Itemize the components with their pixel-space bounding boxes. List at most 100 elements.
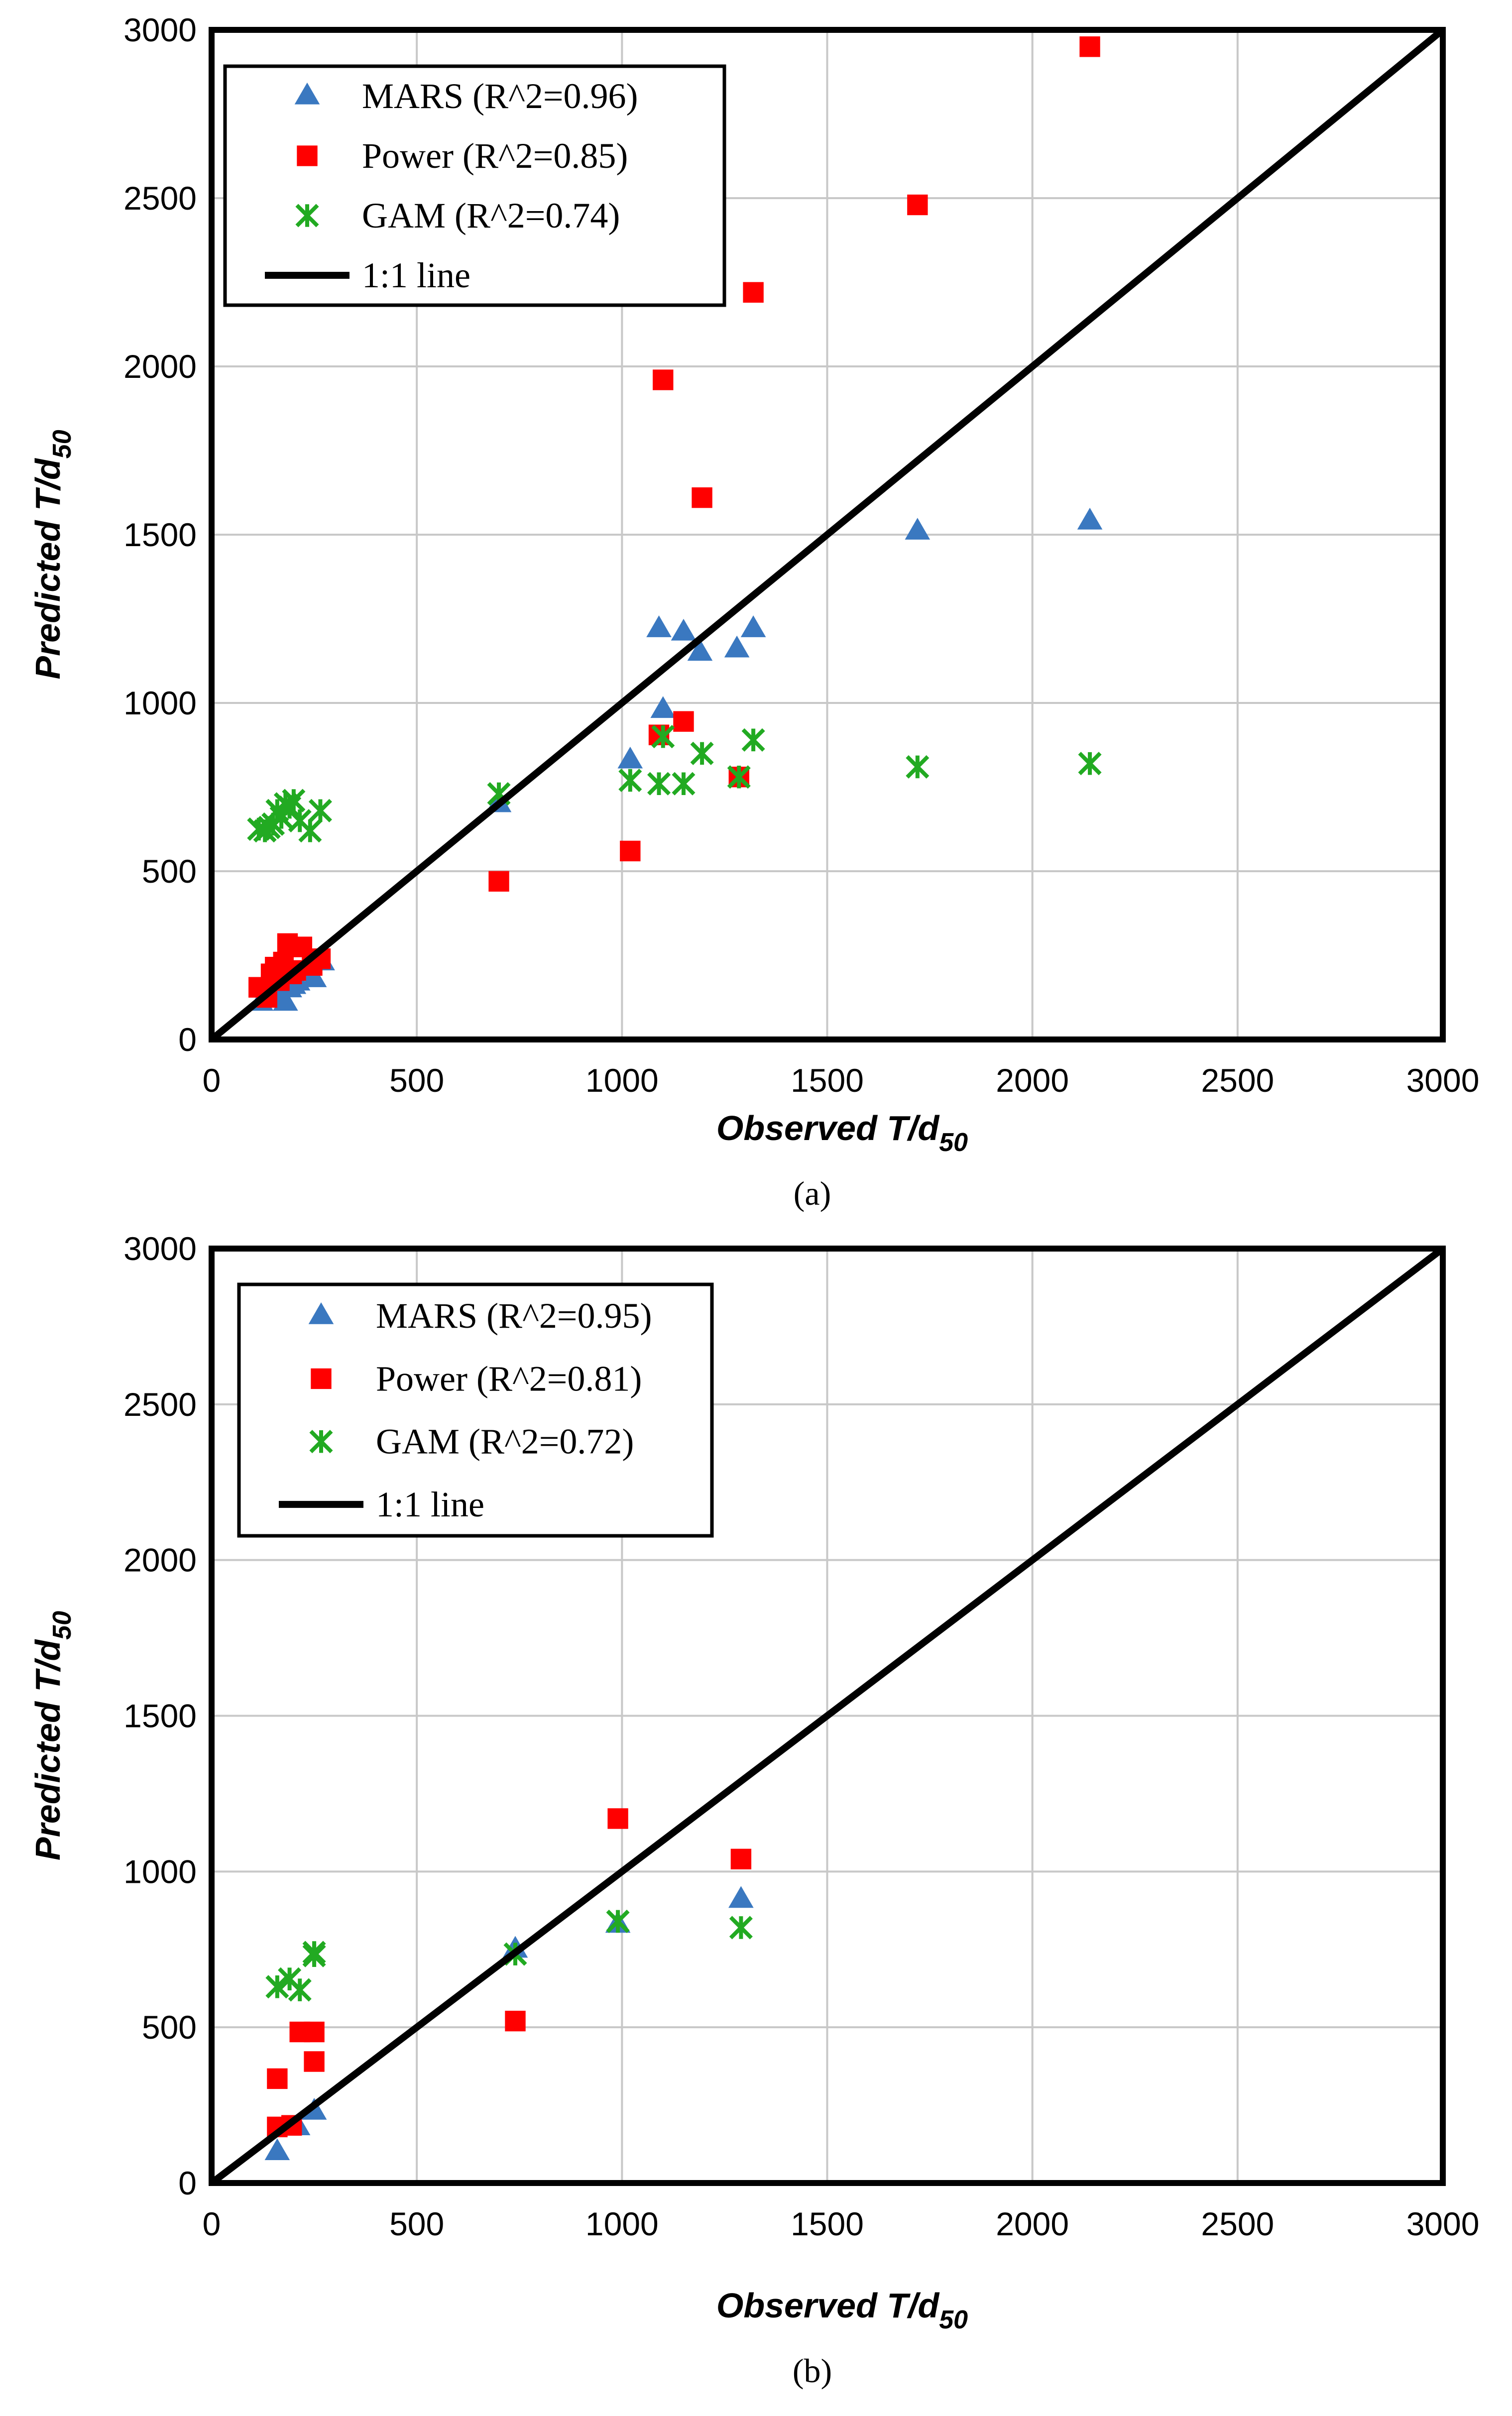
chart-a: 0 500 1000 1500 2000 2500 3000 0 500 1000 1500 2000… [28, 11, 1479, 1212]
data-point-triangle [273, 989, 298, 1011]
y-tick-label: 0 [178, 1021, 197, 1058]
y-tick-label: 0 [178, 2165, 197, 2201]
plot-frame [209, 1246, 1446, 2186]
x-tick-label: 1500 [791, 2205, 864, 2242]
data-point-square [730, 1848, 752, 1870]
data-point-square [673, 711, 694, 732]
data-point-triangle [740, 615, 766, 637]
data-point-square [692, 487, 712, 508]
data-point-triangle [687, 639, 713, 661]
x-tick-label: 2500 [1201, 1062, 1274, 1099]
data-point-square [304, 2021, 325, 2043]
data-point-asterisk [618, 768, 642, 793]
legend-marker-triangle [294, 82, 320, 105]
series-asterisk [247, 725, 1102, 843]
legend-label: 1:1 line [376, 1485, 484, 1524]
data-point-asterisk [906, 755, 930, 779]
data-point-asterisk [265, 1975, 289, 1999]
data-point-triangle [671, 618, 697, 641]
chart-b: 0 500 1000 1500 2000 2500 3000 0 500 1000 1500 2000… [28, 1230, 1479, 2390]
data-point-asterisk [606, 1909, 630, 1933]
legend-marker-asterisk [295, 204, 319, 228]
data-point-square [907, 194, 928, 216]
x-tick-label: 1000 [585, 1062, 659, 1099]
y-tick-label: 1000 [123, 1853, 197, 1890]
x-axis-label-sub: 50 [939, 2305, 968, 2334]
legend-box [237, 1282, 714, 1538]
data-point-triangle [617, 746, 643, 769]
data-point-asterisk [672, 772, 696, 796]
data-point-asterisk [282, 789, 306, 812]
data-point-square [505, 2010, 526, 2032]
legend-label: GAM (R^2=0.72) [376, 1422, 634, 1462]
y-tick-label: 2000 [123, 348, 197, 385]
data-point-asterisk [647, 772, 671, 796]
legend-label: 1:1 line [362, 255, 470, 295]
y-axis-label-main: Predicted T/d [28, 458, 67, 680]
data-point-triangle [650, 696, 676, 718]
legend-marker-square [297, 145, 318, 166]
data-point-asterisk [298, 819, 322, 843]
x-tick-label: 2500 [1201, 2205, 1274, 2242]
series-asterisk [265, 1909, 753, 2002]
legend-marker-triangle [308, 1302, 334, 1324]
legend-label: Power (R^2=0.81) [376, 1359, 642, 1398]
figure-caption: (a) [794, 1174, 831, 1212]
y-axis-label: Predicted T/d50 [28, 1611, 77, 1860]
one-to-one-line [209, 27, 1445, 1042]
legend: MARS (R^2=0.96) Power (R^2=0.85) GAM (R^2=… [223, 64, 726, 307]
data-point-triangle [728, 1886, 754, 1908]
figure-caption: (b) [793, 2352, 832, 2390]
data-point-square [291, 936, 313, 957]
x-axis-label-main: Observed T/d [716, 2286, 940, 2325]
x-tick-label: 0 [203, 2205, 221, 2242]
series-square [267, 1808, 752, 2138]
data-point-triangle [905, 518, 930, 540]
data-point-asterisk [1078, 752, 1102, 776]
data-point-triangle [264, 2138, 290, 2161]
x-axis-label: Observed T/d50 [716, 1109, 968, 1157]
y-tick-label: 500 [142, 2009, 197, 2046]
data-point-asterisk [302, 1941, 326, 1964]
y-tick-label: 500 [142, 853, 197, 890]
data-point-asterisk [308, 799, 332, 822]
y-axis-label-main: Predicted T/d [28, 1639, 67, 1860]
y-tick-label: 3000 [123, 1230, 197, 1267]
x-axis-label: Observed T/d50 [716, 2286, 968, 2334]
data-point-square [743, 282, 764, 303]
y-tick-label: 3000 [123, 11, 197, 48]
legend-label: MARS (R^2=0.96) [362, 76, 638, 116]
y-axis-label-sub: 50 [48, 430, 77, 459]
data-point-square [488, 871, 509, 892]
legend-label: MARS (R^2=0.95) [376, 1296, 652, 1336]
y-tick-label: 2500 [123, 1386, 197, 1423]
data-point-triangle [1077, 507, 1103, 530]
legend-label: Power (R^2=0.85) [362, 136, 628, 176]
x-tick-label: 3000 [1406, 2205, 1480, 2242]
legend-marker-asterisk [309, 1430, 333, 1454]
data-point-asterisk [727, 765, 751, 789]
data-point-square [267, 2068, 288, 2089]
x-tick-label: 2000 [996, 1062, 1069, 1099]
data-point-asterisk [651, 725, 675, 749]
y-tick-label: 2000 [123, 1542, 197, 1579]
data-point-square [607, 1808, 628, 1829]
data-point-triangle [646, 615, 672, 637]
y-axis-label: Predicted T/d50 [28, 430, 77, 679]
data-point-asterisk [288, 1978, 312, 2002]
y-tick-label: 1500 [123, 1698, 197, 1734]
x-tick-label: 1500 [791, 1062, 864, 1099]
one-to-one-line [209, 1246, 1445, 2186]
data-point-triangle [724, 635, 750, 658]
series-triangle [248, 507, 1103, 1011]
x-tick-label: 1000 [585, 2205, 659, 2242]
legend: MARS (R^2=0.95) Power (R^2=0.81) GAM (R^2=… [237, 1282, 714, 1538]
data-point-asterisk [741, 728, 765, 752]
legend-box [223, 64, 726, 307]
data-point-square [620, 840, 641, 862]
x-tick-label: 0 [203, 1062, 221, 1099]
data-point-asterisk [729, 1916, 753, 1940]
data-point-asterisk [690, 741, 714, 765]
x-axis-label-sub: 50 [939, 1128, 968, 1157]
